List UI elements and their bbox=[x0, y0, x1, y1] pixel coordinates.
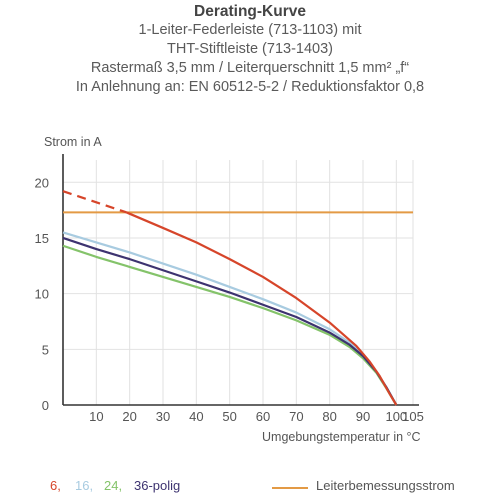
legend: 6, 16, 24, 36-polig Leiterbemessungsstro… bbox=[0, 478, 500, 498]
legend-label-16: 16, bbox=[75, 478, 94, 493]
legend-label-36: 36-polig bbox=[134, 478, 181, 493]
y-tick-label-10: 10 bbox=[35, 287, 49, 302]
subtitle-line-4: In Anlehnung an: EN 60512-5-2 / Reduktio… bbox=[75, 79, 425, 95]
grid bbox=[63, 160, 414, 405]
x-tick-label-30: 30 bbox=[156, 409, 170, 424]
x-axis-title: Umgebungstemperatur in °C bbox=[262, 430, 421, 444]
axes bbox=[62, 154, 419, 406]
legend-sample-leiterbemessungsstrom bbox=[272, 487, 308, 489]
legend-label-24: 24, bbox=[104, 478, 123, 493]
subtitle-line-1: 1-Leiter-Federleiste (713-1103) mit bbox=[138, 22, 362, 38]
subtitle-line-3: Rastermaß 3,5 mm / Leiterquerschnitt 1,5… bbox=[90, 60, 410, 76]
x-tick-label-20: 20 bbox=[122, 409, 136, 424]
x-tick-label-80: 80 bbox=[322, 409, 336, 424]
subtitle-line-2: THT-Stiftleiste (713-1403) bbox=[166, 41, 333, 57]
legend-item-36: 36-polig bbox=[134, 478, 180, 493]
legend-item-16: 16, bbox=[75, 478, 93, 493]
y-tick-label-15: 15 bbox=[35, 231, 49, 246]
series-lines bbox=[62, 190, 413, 406]
x-tick-label-50: 50 bbox=[222, 409, 236, 424]
series-6-solid bbox=[125, 211, 398, 406]
y-tick-label-0: 0 bbox=[42, 398, 49, 413]
x-tick-label-105: 105 bbox=[402, 409, 424, 424]
x-tick-label-70: 70 bbox=[289, 409, 303, 424]
x-tick-label-40: 40 bbox=[189, 409, 203, 424]
y-axis-title: Strom in A bbox=[44, 135, 102, 149]
legend-label-leiterbemessungsstrom: Leiterbemessungsstrom bbox=[316, 478, 455, 493]
y-tick-label-5: 5 bbox=[42, 342, 49, 357]
x-tick-label-100: 100 bbox=[385, 409, 407, 424]
x-tick-label-90: 90 bbox=[356, 409, 370, 424]
legend-label-6: 6, bbox=[50, 478, 61, 493]
chart-titles: Derating-Kurve 1-Leiter-Federleiste (713… bbox=[0, 2, 500, 97]
y-tick-label-20: 20 bbox=[35, 175, 49, 190]
x-tick-label-60: 60 bbox=[256, 409, 270, 424]
legend-item-24: 24, bbox=[104, 478, 122, 493]
legend-item-6: 6, bbox=[50, 478, 61, 493]
chart-title: Derating-Kurve bbox=[194, 3, 306, 20]
series-6-dashed bbox=[62, 190, 127, 214]
x-tick-label-10: 10 bbox=[89, 409, 103, 424]
